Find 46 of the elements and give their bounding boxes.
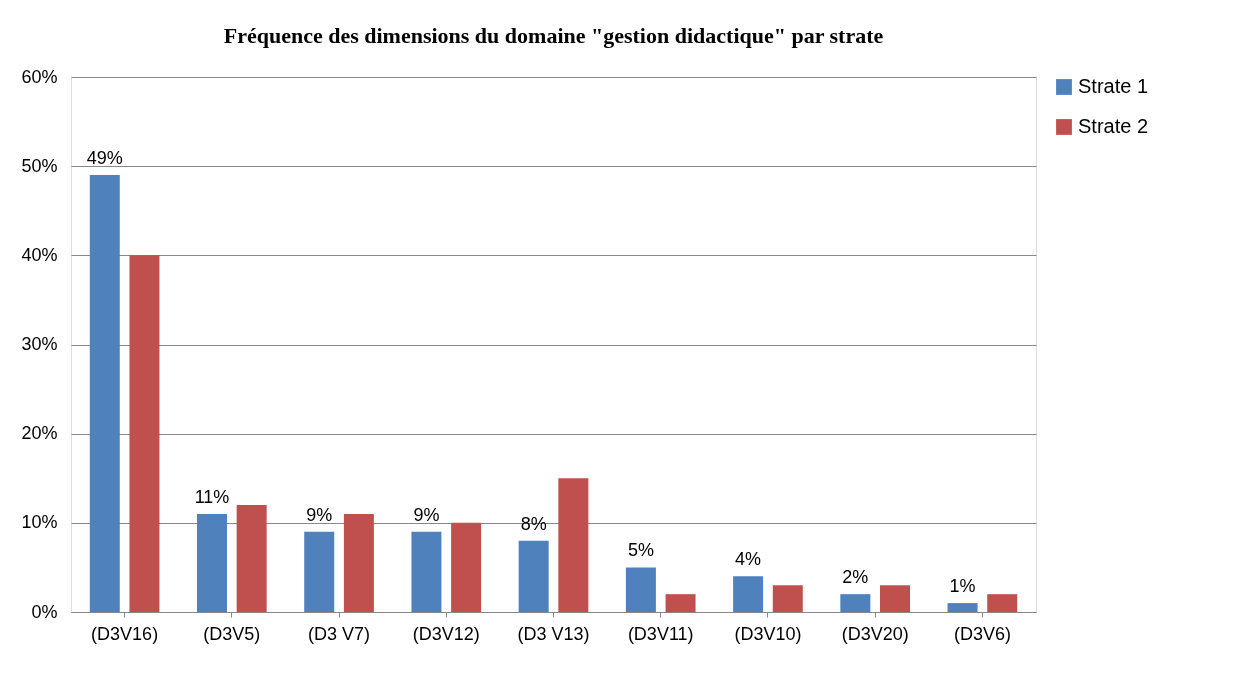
y-tick-label: 50% <box>21 155 58 176</box>
y-tick-label: 30% <box>21 334 58 354</box>
legend-label: Strate 1 <box>1078 75 1149 97</box>
data-label: 9% <box>306 504 333 525</box>
x-tick-label: (D3V5) <box>203 623 261 644</box>
bar <box>665 594 696 612</box>
bar <box>947 603 978 612</box>
bar <box>840 594 871 612</box>
bar <box>89 175 120 612</box>
y-tick-label: 20% <box>21 423 58 444</box>
data-label: 2% <box>842 567 869 588</box>
x-tick-label: (D3 V13) <box>517 623 590 644</box>
y-tick-label: 10% <box>21 512 58 533</box>
data-label: 1% <box>949 576 976 597</box>
x-tick-label: (D3V10) <box>734 623 802 644</box>
bar <box>880 585 910 612</box>
bar <box>987 594 1018 612</box>
x-tick-label: (D3V20) <box>841 623 909 644</box>
data-label: 9% <box>413 504 440 525</box>
data-label: 49% <box>86 148 123 169</box>
data-label: 4% <box>735 549 762 570</box>
bar <box>772 585 803 612</box>
y-tick-label: 60% <box>21 66 58 87</box>
chart-title: Fréquence des dimensions du domaine "gestion didactique" par strate <box>223 23 884 48</box>
bar <box>197 513 227 612</box>
bar <box>518 540 549 612</box>
bar <box>236 505 267 612</box>
bar <box>343 513 374 612</box>
bar <box>304 531 335 612</box>
data-label: 11% <box>194 486 230 507</box>
bar <box>451 522 482 612</box>
bar <box>625 567 656 612</box>
y-tick-label: 0% <box>31 601 58 622</box>
y-tick-label: 40% <box>21 244 58 265</box>
x-tick-label: (D3V12) <box>412 623 480 644</box>
x-tick-label: (D3V16) <box>91 623 159 644</box>
bar <box>733 576 764 612</box>
legend-label: Strate 2 <box>1078 115 1149 137</box>
x-tick-label: (D3V11) <box>627 623 694 644</box>
x-tick-label: (D3V6) <box>953 623 1011 644</box>
bar <box>129 255 160 612</box>
data-label: 5% <box>627 540 654 561</box>
bar <box>558 478 589 612</box>
x-tick-label: (D3 V7) <box>308 623 371 644</box>
data-label: 8% <box>520 513 547 534</box>
bar <box>411 531 442 612</box>
